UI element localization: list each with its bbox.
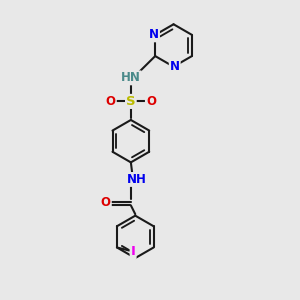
Text: O: O <box>146 95 156 108</box>
Text: N: N <box>170 60 180 73</box>
Text: O: O <box>101 196 111 209</box>
Text: NH: NH <box>127 173 147 186</box>
Text: HN: HN <box>121 71 141 84</box>
Text: O: O <box>106 95 116 108</box>
Text: N: N <box>149 28 159 41</box>
Text: S: S <box>126 95 136 108</box>
Text: I: I <box>131 245 136 258</box>
